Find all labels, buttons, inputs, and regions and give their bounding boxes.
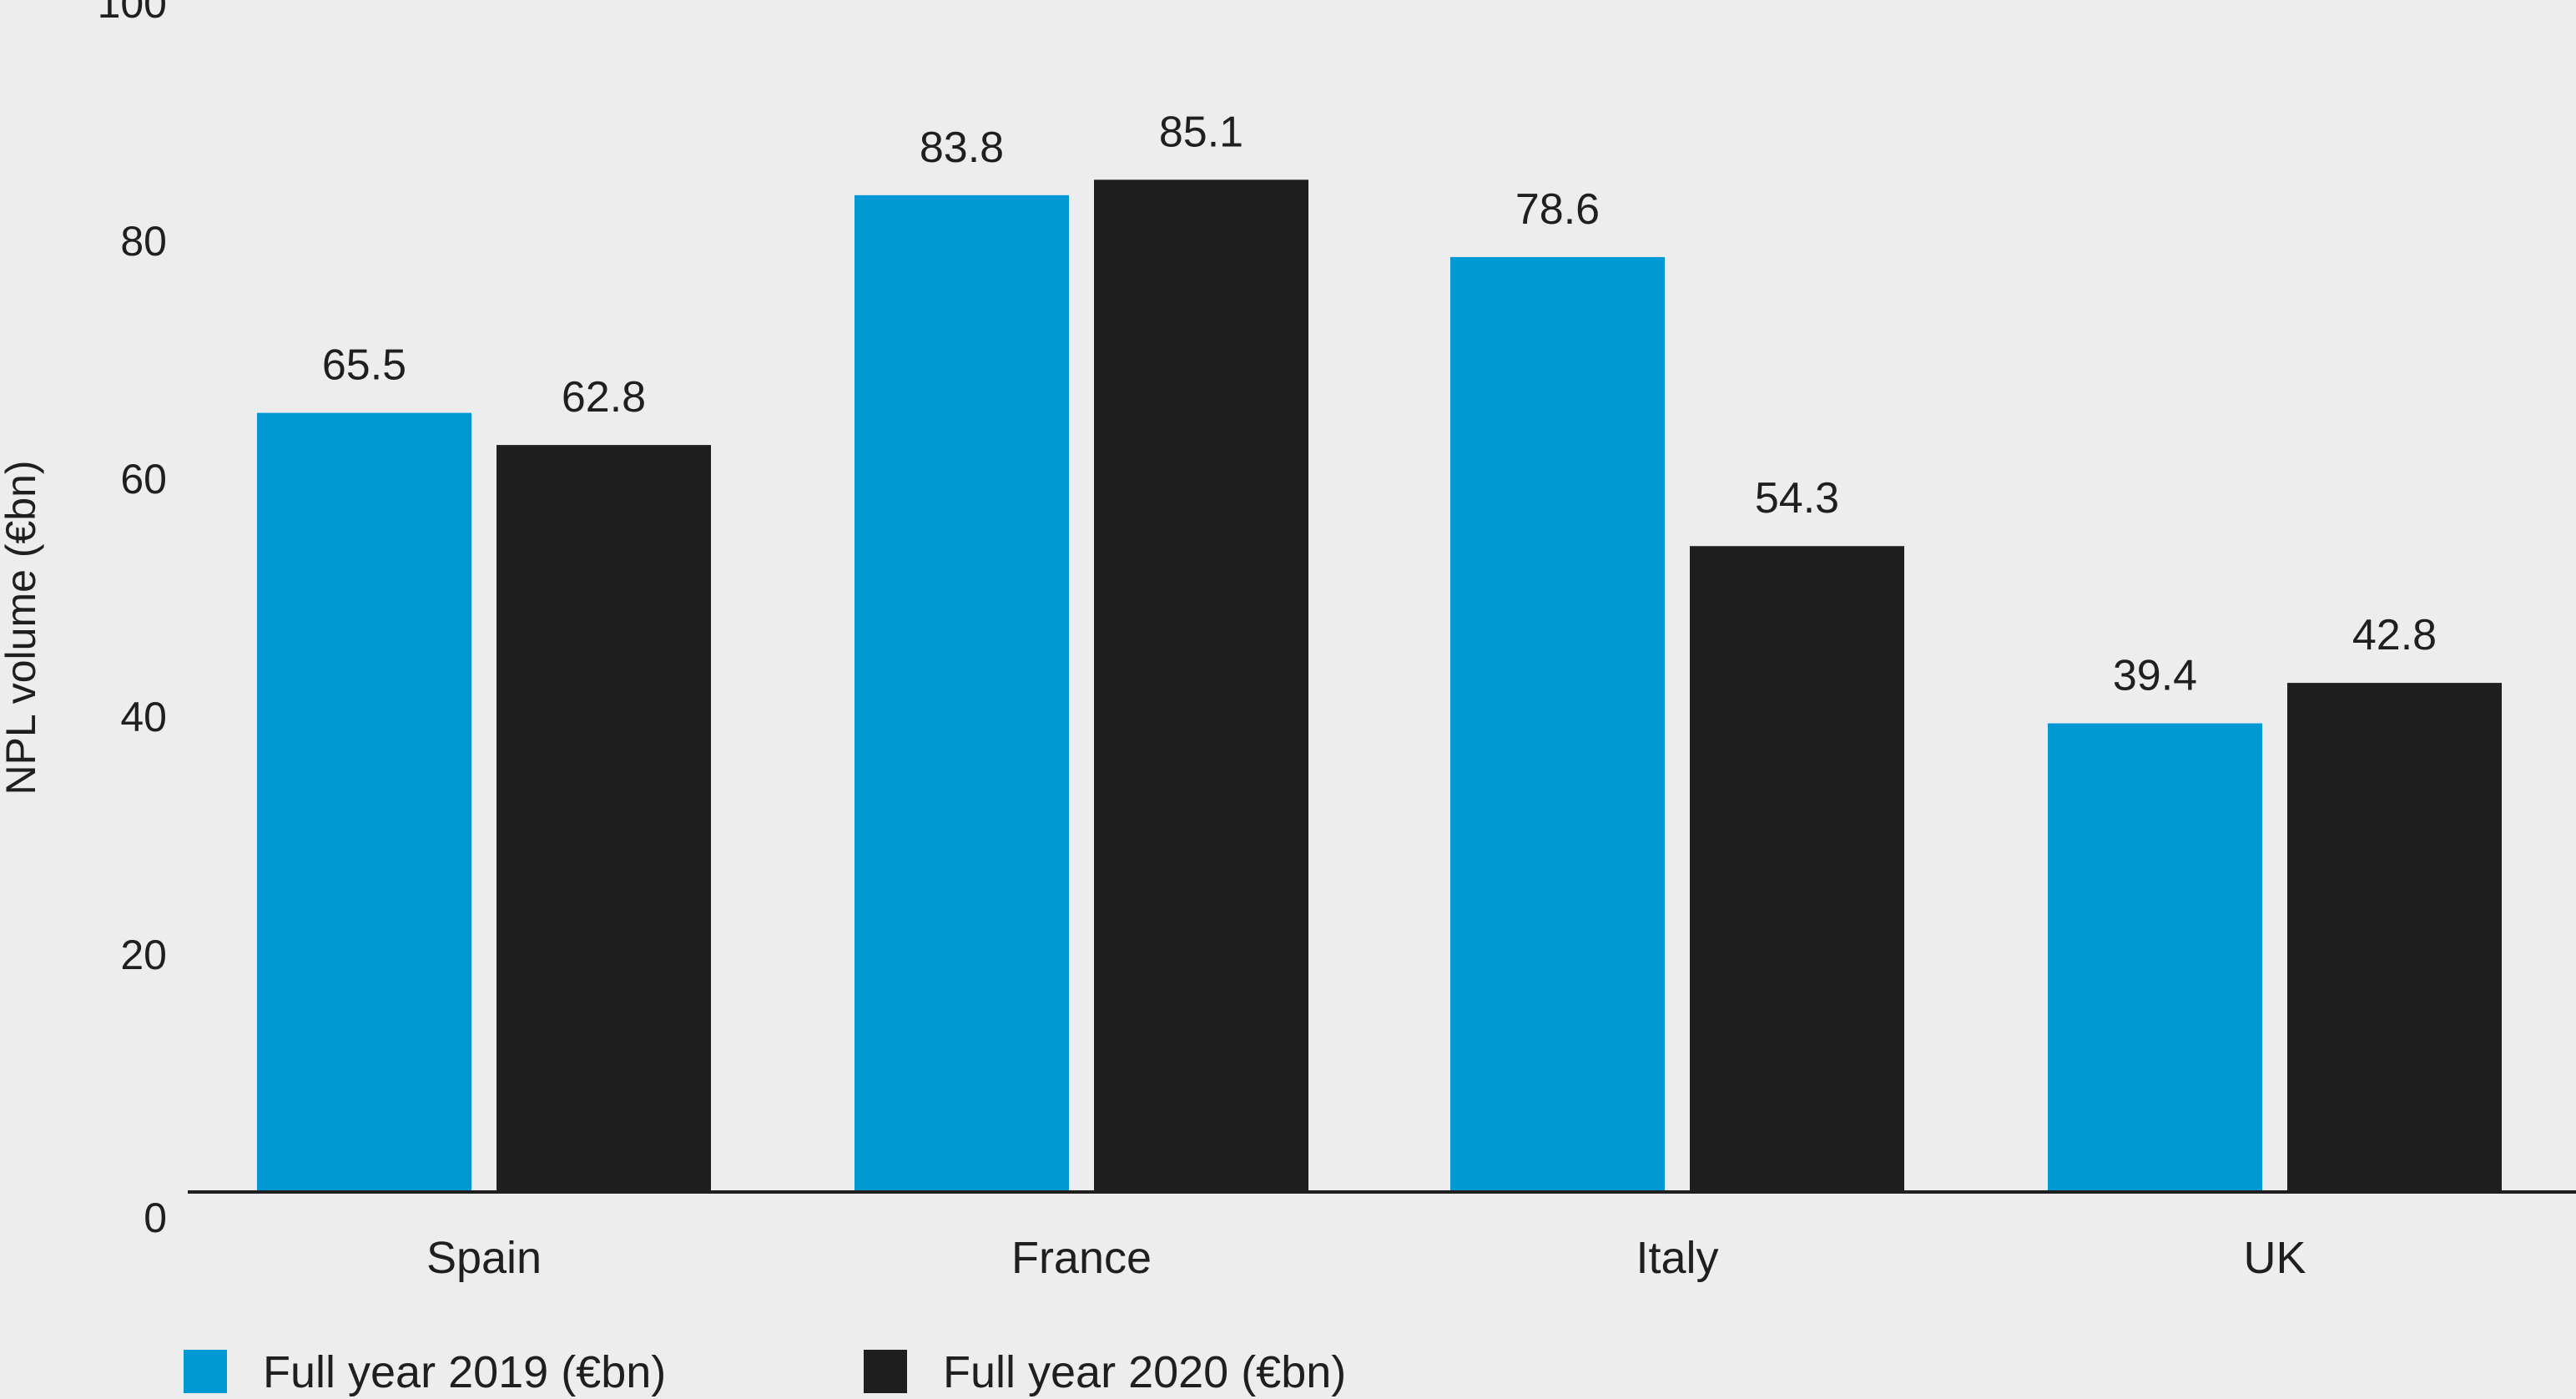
bar-france-series-2 [1094,179,1308,1193]
y-tick-label: 60 [120,456,167,503]
bar-spain-series-2 [497,445,711,1192]
data-labels-group: 65.5 62.8 83.8 85.1 78.6 54.3 39.4 42.8 [322,108,2437,700]
legend-swatch [184,1350,227,1393]
x-tick-label: Spain [426,1233,542,1283]
y-tick-label: 0 [144,1194,167,1241]
legend-swatch [864,1350,907,1393]
data-label: 54.3 [1755,474,1839,523]
bar-spain-series-1 [257,412,471,1192]
data-label: 42.8 [2352,611,2437,659]
x-tick-label: France [1011,1233,1152,1283]
bar-uk-series-2 [2287,683,2502,1192]
y-axis-ticks: 0 20 40 60 80 100 [98,0,167,1241]
data-label: 85.1 [1159,108,1243,156]
category-labels: Spain France Italy UK [426,1233,2306,1283]
data-label: 62.8 [562,373,646,422]
legend: Full year 2019 (€bn) Full year 2020 (€bn) [184,1347,1346,1397]
data-label: 78.6 [1515,185,1600,234]
y-tick-label: 20 [120,932,167,978]
bar-italy-series-2 [1690,546,1904,1192]
y-tick-label: 100 [98,0,167,27]
y-axis-title: NPL volume (€bn) [0,460,44,795]
x-tick-label: Italy [1636,1233,1718,1283]
bar-uk-series-1 [2048,723,2262,1192]
legend-label: Full year 2019 (€bn) [263,1347,666,1397]
data-label: 83.8 [920,124,1004,172]
y-tick-label: 40 [120,694,167,740]
bar-italy-series-1 [1450,256,1665,1193]
bars-group [257,179,2502,1193]
x-tick-label: UK [2243,1233,2306,1283]
y-tick-label: 80 [120,218,167,265]
bar-france-series-1 [854,194,1069,1193]
data-label: 65.5 [322,341,406,390]
legend-label: Full year 2020 (€bn) [943,1347,1346,1397]
data-label: 39.4 [2113,652,2197,700]
